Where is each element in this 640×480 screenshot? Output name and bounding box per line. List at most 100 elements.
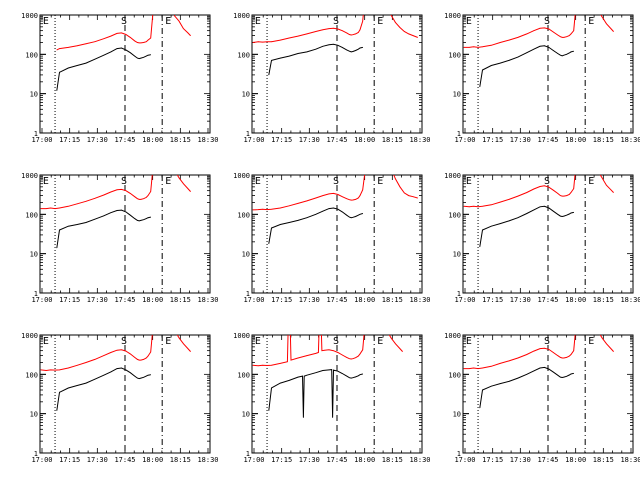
- data-point: [140, 377, 142, 379]
- y-tick-label: 100: [237, 51, 250, 59]
- data-point: [165, 3, 166, 4]
- x-tick-label: 17:15: [482, 456, 503, 464]
- data-point: [306, 33, 308, 35]
- data-point: [147, 217, 149, 219]
- events-series-line: [268, 43, 363, 75]
- data-point: [573, 212, 575, 213]
- data-point: [548, 186, 550, 188]
- data-point: [262, 364, 263, 366]
- data-point: [341, 30, 343, 32]
- data-point: [257, 209, 259, 210]
- data-point: [174, 330, 175, 331]
- data-point: [288, 222, 290, 223]
- x-tick-label: 18:00: [354, 296, 375, 304]
- data-point: [557, 355, 559, 356]
- interval-marker: E: [588, 336, 594, 347]
- data-point: [174, 15, 175, 17]
- data-point: [563, 215, 565, 217]
- data-point: [573, 372, 575, 374]
- x-tick-label: 17:15: [482, 136, 503, 144]
- data-point: [539, 27, 541, 29]
- data-point: [563, 376, 565, 378]
- data-point: [85, 43, 87, 45]
- data-point: [147, 374, 149, 376]
- data-point: [271, 387, 272, 389]
- data-point: [187, 32, 189, 34]
- data-point: [94, 378, 96, 380]
- y-tick-label: 1: [457, 290, 461, 298]
- data-point: [366, 3, 367, 4]
- data-point: [548, 349, 550, 350]
- data-point: [140, 220, 142, 221]
- data-point: [138, 58, 140, 59]
- data-point: [499, 42, 501, 43]
- data-point: [610, 348, 612, 349]
- data-point: [76, 45, 78, 47]
- y-tick-label: 100: [448, 211, 461, 219]
- x-tick-label: 18:15: [382, 296, 403, 304]
- x-tick-label: 18:15: [593, 456, 614, 464]
- detector-panel-5: 1 10 100 1000 17:00 17:15 17:30 17:45 18:00 18:15…: [233, 172, 430, 304]
- events-series-line: [56, 367, 151, 411]
- data-point: [116, 189, 118, 191]
- x-tick-label: 18:00: [565, 296, 586, 304]
- data-point: [568, 213, 570, 215]
- data-point: [341, 211, 343, 213]
- data-point: [45, 370, 47, 371]
- data-point: [349, 216, 350, 218]
- data-point: [468, 206, 470, 208]
- data-point: [548, 207, 550, 209]
- data-point: [526, 354, 528, 355]
- data-point: [306, 200, 308, 202]
- data-point: [40, 208, 42, 209]
- data-point: [297, 35, 299, 37]
- x-tick-label: 18:30: [409, 296, 430, 304]
- series-group: [252, 175, 418, 244]
- data-point: [544, 205, 545, 207]
- data-point: [110, 35, 112, 37]
- data-point: [129, 214, 131, 216]
- data-point: [125, 34, 127, 35]
- interval-marker: E: [466, 16, 472, 27]
- data-point: [557, 374, 559, 376]
- data-point: [322, 29, 324, 31]
- data-point: [526, 373, 528, 375]
- data-point: [548, 368, 550, 370]
- lld-series-line: [252, 175, 418, 211]
- data-point: [143, 42, 144, 43]
- data-point: [473, 367, 474, 369]
- data-point: [490, 204, 492, 206]
- data-point: [533, 30, 535, 32]
- x-tick-label: 18:30: [620, 136, 640, 144]
- interval-marker: S: [544, 336, 550, 347]
- data-point: [50, 207, 51, 209]
- data-point: [362, 20, 364, 22]
- data-point: [352, 216, 354, 218]
- data-point: [140, 199, 142, 200]
- data-point: [150, 191, 152, 192]
- interval-marker: E: [165, 336, 171, 347]
- data-point: [560, 376, 561, 378]
- data-point: [76, 203, 78, 205]
- data-point: [170, 163, 171, 164]
- data-point: [145, 55, 147, 57]
- data-point: [321, 323, 322, 324]
- data-point: [279, 39, 281, 41]
- x-tick-label: 18:15: [170, 456, 191, 464]
- x-tick-label: 17:15: [271, 296, 292, 304]
- data-point: [490, 65, 492, 66]
- y-tick-label: 10: [30, 251, 38, 259]
- data-point: [271, 364, 272, 366]
- x-tick-label: 17:15: [59, 136, 80, 144]
- data-point: [322, 370, 324, 371]
- y-tick-label: 10: [453, 411, 461, 419]
- data-point: [517, 377, 519, 379]
- data-point: [350, 358, 352, 360]
- data-point: [134, 375, 136, 377]
- y-tick-label: 1000: [233, 332, 250, 340]
- data-point: [613, 31, 614, 32]
- data-point: [145, 375, 147, 377]
- data-point: [563, 357, 565, 359]
- data-point: [143, 56, 144, 58]
- data-point: [174, 170, 175, 171]
